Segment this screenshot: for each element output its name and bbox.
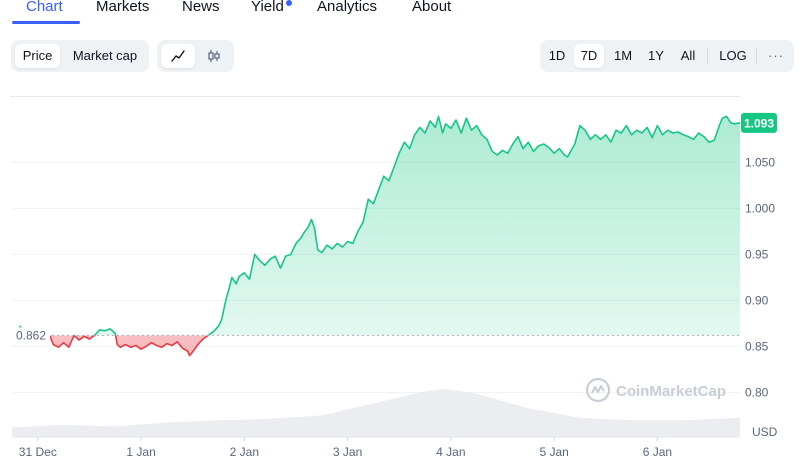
log-scale-button[interactable]: LOG: [719, 48, 747, 63]
range-1d-button[interactable]: 1D: [548, 48, 566, 63]
y-tick-label: 1.000: [745, 201, 775, 215]
tab-yield[interactable]: Yield: [251, 0, 284, 15]
price-button[interactable]: Price: [15, 44, 60, 68]
range-7d-button[interactable]: 7D: [574, 44, 604, 68]
current-price-label: 1.093: [744, 116, 774, 130]
more-options-button[interactable]: ···: [768, 48, 784, 63]
tab-markets[interactable]: Markets: [96, 0, 150, 15]
candlestick-button[interactable]: [197, 44, 231, 68]
x-tick-label: 31 Dec: [19, 445, 57, 459]
y-tick-label: 0.80: [745, 385, 769, 399]
tab-chart[interactable]: Chart: [26, 0, 63, 15]
current-price-tag-bg: [741, 112, 777, 133]
y-tick-label: 1.050: [745, 155, 775, 169]
x-tick-label: 4 Jan: [436, 445, 465, 459]
chart-nav-tabs: Chart Markets News Yield Analytics About: [0, 0, 800, 24]
range-divider: [707, 48, 708, 64]
x-tick-label: 1 Jan: [126, 445, 155, 459]
line-chart-icon: [171, 50, 185, 62]
candlestick-icon: [208, 50, 220, 62]
currency-label: USD: [752, 425, 778, 439]
current-price-tag: 1.093: [741, 112, 777, 133]
range-1y-button[interactable]: 1Y: [648, 48, 664, 63]
x-tick-label: 5 Jan: [539, 445, 568, 459]
range-all-button[interactable]: All: [680, 48, 696, 63]
x-axis: 31 Dec 1 Jan 2 Jan 3 Jan 4 Jan 5 Jan 6 Jan: [19, 437, 672, 459]
market-cap-button[interactable]: Market cap: [72, 48, 138, 63]
y-axis: 1.050 1.000 0.95 0.90 0.85 0.80: [745, 155, 775, 399]
tab-analytics[interactable]: Analytics: [317, 0, 378, 15]
yield-new-dot: [286, 0, 292, 6]
tab-news[interactable]: News: [182, 0, 220, 15]
chart-type-toggle: [157, 40, 234, 72]
y-tick-label: 0.85: [745, 339, 769, 353]
y-tick-label: 0.90: [745, 293, 769, 307]
chart-frame: [10, 96, 741, 438]
x-tick-label: 2 Jan: [230, 445, 259, 459]
more-divider: [756, 48, 757, 64]
tab-about[interactable]: About: [412, 0, 452, 15]
x-tick-label: 3 Jan: [333, 445, 362, 459]
x-tick-label: 6 Jan: [643, 445, 672, 459]
range-selector: 1D 7D 1M 1Y All LOG ···: [540, 40, 794, 72]
y-tick-label: 0.95: [745, 247, 769, 261]
metric-toggle: Price Market cap: [11, 40, 149, 72]
active-tab-underline: [12, 21, 80, 24]
line-chart-button[interactable]: [161, 44, 195, 68]
range-1m-button[interactable]: 1M: [613, 48, 633, 63]
